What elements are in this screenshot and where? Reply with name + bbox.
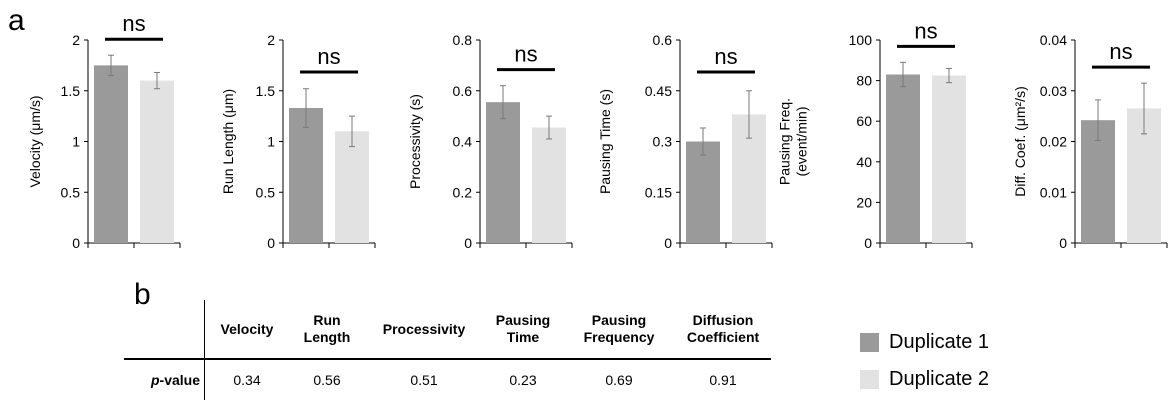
y-tick-label: 0.15 [645, 184, 672, 200]
y-tick-label: 1 [72, 134, 80, 150]
col-header-run-length: Run Length [289, 300, 365, 359]
legend-item-duplicate-2: Duplicate 2 [860, 368, 989, 391]
bar-duplicate-1 [289, 108, 323, 243]
y-axis-label: Processivity (s) [407, 94, 423, 189]
col-header-label: Processivity [382, 320, 466, 337]
bar-duplicate-2 [532, 127, 566, 243]
p-letter: p [150, 372, 160, 388]
col-header-pausing-frequency: Pausing Frequency [563, 300, 675, 359]
col-header-label: Pausing Time [495, 312, 551, 345]
y-axis-label: Velocity (μm/s) [27, 95, 43, 187]
table-corner-cell [124, 300, 205, 359]
bar-duplicate-2 [140, 80, 174, 243]
y-tick-label: 0.03 [1040, 83, 1067, 99]
y-tick-label: 1.5 [256, 83, 276, 99]
y-tick-label: 40 [856, 154, 872, 170]
y-tick-label: 0.01 [1040, 184, 1067, 200]
y-axis-label: Pausing Time (s) [597, 89, 613, 194]
y-tick-label: 0 [267, 235, 275, 251]
significance-label: ns [714, 44, 737, 69]
col-header-label: Pausing Frequency [583, 312, 655, 345]
table-header-row: Velocity Run Length Processivity Pausing… [124, 300, 771, 359]
col-header-processivity: Processivity [365, 300, 483, 359]
legend-swatch [860, 333, 879, 352]
y-tick-label: 0.3 [653, 134, 673, 150]
p-value-diffusion-coefficient: 0.91 [709, 372, 737, 388]
significance-label: ns [914, 18, 937, 43]
legend-label: Duplicate 1 [889, 331, 990, 353]
row-header-p-value: p-value [124, 359, 205, 400]
legend-swatch [860, 370, 879, 389]
y-axis-label: Pausing Freq. [777, 98, 793, 185]
y-tick-label: 0.5 [256, 184, 276, 200]
y-tick-label: 2 [267, 32, 275, 48]
bar-duplicate-1 [886, 74, 920, 243]
table-row-p-value: p-value 0.34 0.56 0.51 0.23 0.69 0.91 [124, 359, 771, 400]
y-tick-label: 0 [72, 235, 80, 251]
col-header-pausing-time: Pausing Time [483, 300, 563, 359]
bar-duplicate-2 [932, 75, 966, 244]
y-tick-label: 0.4 [453, 134, 473, 150]
y-tick-label: 0 [1059, 235, 1067, 251]
y-tick-label: 100 [849, 32, 873, 48]
p-value-pausing-frequency: 0.69 [605, 372, 633, 388]
col-header-diffusion-coefficient: Diffusion Coefficient [675, 300, 771, 359]
col-header-velocity: Velocity [205, 300, 290, 359]
significance-label: ns [514, 42, 537, 67]
col-header-label: Diffusion Coefficient [686, 312, 760, 345]
p-value-velocity: 0.34 [233, 372, 261, 388]
y-axis-label: Diff. Coef. (μm²/s) [1012, 86, 1028, 196]
y-tick-label: 0 [664, 235, 672, 251]
y-tick-label: 0.45 [645, 83, 672, 99]
y-tick-label: 0.2 [453, 184, 473, 200]
p-value-table: Velocity Run Length Processivity Pausing… [124, 300, 771, 400]
y-tick-label: 1 [267, 134, 275, 150]
y-tick-label: 60 [856, 113, 872, 129]
y-tick-label: 1.5 [61, 83, 81, 99]
p-value-processivity: 0.51 [410, 372, 438, 388]
significance-label: ns [317, 44, 340, 69]
y-axis-label: Run Length (μm) [220, 89, 236, 194]
y-tick-label: 0.5 [61, 184, 81, 200]
y-tick-label: 2 [72, 32, 80, 48]
significance-label: ns [122, 11, 145, 36]
y-tick-label: 80 [856, 73, 872, 89]
bar-duplicate-1 [486, 102, 520, 243]
legend-label: Duplicate 2 [889, 368, 990, 390]
legend-item-duplicate-1: Duplicate 1 [860, 331, 989, 354]
col-header-label: Velocity [220, 320, 274, 337]
y-tick-label: 0.6 [453, 83, 473, 99]
significance-label: ns [1109, 39, 1132, 64]
p-value-run-length: 0.56 [313, 372, 341, 388]
y-tick-label: 0.04 [1040, 32, 1067, 48]
panel-label-a: a [8, 4, 25, 37]
bar-charts: 0 0.5 1 1.5 2 ns Velocity (μm/s) 0 0.5 1 1.5 2 ns Run… [27, 11, 1168, 251]
bar-duplicate-1 [94, 65, 128, 243]
y-tick-label: 0.8 [453, 32, 473, 48]
bar-duplicate-1 [686, 141, 720, 243]
y-tick-label: 0 [864, 235, 872, 251]
y-axis-label: (event/min) [794, 106, 810, 176]
y-tick-label: 0.6 [653, 32, 673, 48]
y-tick-label: 0 [464, 235, 472, 251]
y-tick-label: 0.02 [1040, 134, 1067, 150]
col-header-label: Run Length [303, 312, 351, 345]
p-value-pausing-time: 0.23 [509, 372, 537, 388]
p-value-suffix: -value [159, 372, 200, 388]
y-tick-label: 20 [856, 194, 872, 210]
bar-duplicate-2 [335, 131, 369, 243]
